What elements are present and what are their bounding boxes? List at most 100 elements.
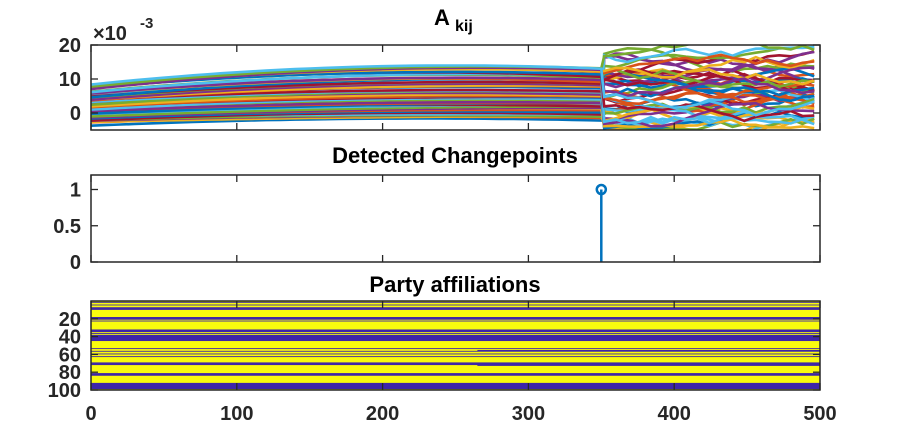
party-row — [91, 309, 820, 312]
party-row — [91, 304, 820, 306]
party-row — [91, 359, 820, 362]
party-row — [91, 318, 820, 321]
akij-series-line — [91, 69, 815, 102]
party-row-switch — [477, 365, 820, 367]
panel1-title-subscript: kij — [455, 18, 473, 35]
x-tick-label: 400 — [658, 403, 691, 425]
party-row-switch — [477, 313, 820, 315]
party-row — [91, 303, 820, 305]
akij-series-line — [91, 70, 815, 103]
panel3-heatmap — [91, 301, 820, 390]
y-tick-label: 1 — [70, 180, 81, 202]
party-row — [91, 349, 820, 352]
y-tick-label: 0 — [70, 252, 81, 274]
party-row — [91, 356, 820, 358]
x-tick-label: 200 — [366, 403, 399, 425]
party-row — [91, 302, 820, 305]
akij-series-line — [91, 92, 815, 121]
party-row — [91, 383, 820, 386]
party-row — [91, 321, 820, 323]
y-tick-label: 80 — [59, 362, 81, 384]
party-row — [91, 358, 820, 361]
party-row — [91, 335, 820, 337]
party-row — [91, 319, 820, 321]
party-row — [91, 374, 820, 377]
party-row — [91, 365, 820, 367]
party-row — [91, 338, 820, 340]
x-tick-label: 500 — [803, 403, 836, 425]
party-row — [91, 382, 820, 385]
party-row — [91, 372, 820, 374]
party-row — [91, 373, 820, 375]
party-row-switch — [572, 350, 820, 353]
y-tick-label: 20 — [59, 35, 81, 57]
party-row — [91, 357, 820, 360]
panel-party: Party affiliations 0 100 200 300 400 50020406… — [48, 272, 837, 425]
panel1-title: A — [434, 5, 450, 30]
party-row — [91, 301, 820, 304]
party-row — [91, 326, 820, 329]
panel1-exponent-power: -3 — [140, 15, 153, 32]
party-row-switch — [335, 384, 820, 386]
party-row — [91, 368, 820, 370]
party-row — [91, 332, 820, 334]
party-row — [91, 310, 820, 313]
party-row — [91, 352, 820, 354]
party-row — [91, 370, 820, 372]
y-tick-label: 20 — [59, 309, 81, 331]
panel2-axes-box — [90, 174, 821, 263]
party-row — [91, 376, 820, 378]
party-row — [91, 360, 820, 362]
party-row — [91, 330, 820, 332]
party-row — [91, 329, 820, 331]
party-row — [91, 323, 820, 325]
party-row — [91, 355, 820, 357]
party-row — [91, 312, 820, 314]
party-row — [91, 375, 820, 378]
party-row — [91, 366, 820, 369]
party-row — [91, 328, 820, 330]
party-row — [91, 333, 820, 336]
y-tick-label: 0 — [70, 103, 81, 125]
panel2-plot-area — [91, 175, 820, 262]
panel2-stems — [595, 183, 608, 262]
party-row — [91, 357, 820, 359]
party-row — [91, 309, 820, 311]
party-row — [91, 325, 820, 328]
party-row — [91, 305, 820, 307]
party-row — [91, 385, 820, 387]
party-row — [91, 313, 820, 315]
party-row — [91, 344, 820, 346]
party-row — [91, 307, 820, 309]
party-row — [91, 351, 820, 354]
party-row — [91, 324, 820, 326]
party-row — [91, 381, 820, 384]
party-row — [91, 306, 820, 308]
party-row — [91, 347, 820, 349]
party-row — [91, 350, 820, 353]
panel3-axes-box — [90, 300, 821, 391]
akij-series-line — [91, 55, 815, 108]
party-row — [91, 345, 820, 347]
y-tick-label: 60 — [59, 344, 81, 366]
party-row — [91, 340, 820, 342]
party-row — [91, 341, 820, 343]
party-row — [91, 381, 820, 383]
party-row — [91, 314, 820, 316]
party-row — [91, 336, 820, 338]
party-row — [91, 320, 820, 322]
panel-changepoints: Detected Changepoints 0 0.5 1 — [53, 143, 821, 274]
panel1-exponent-label: ×10 — [93, 23, 127, 45]
panel2-title: Detected Changepoints — [332, 143, 578, 168]
party-row — [91, 327, 820, 329]
x-tick-label: 100 — [220, 403, 253, 425]
party-row — [91, 361, 820, 363]
y-tick-label: 10 — [59, 69, 81, 91]
panel1-lines — [91, 45, 815, 130]
party-row — [91, 333, 820, 335]
y-tick-label: 100 — [48, 380, 81, 402]
party-row — [91, 322, 820, 324]
y-tick-label: 40 — [59, 327, 81, 349]
